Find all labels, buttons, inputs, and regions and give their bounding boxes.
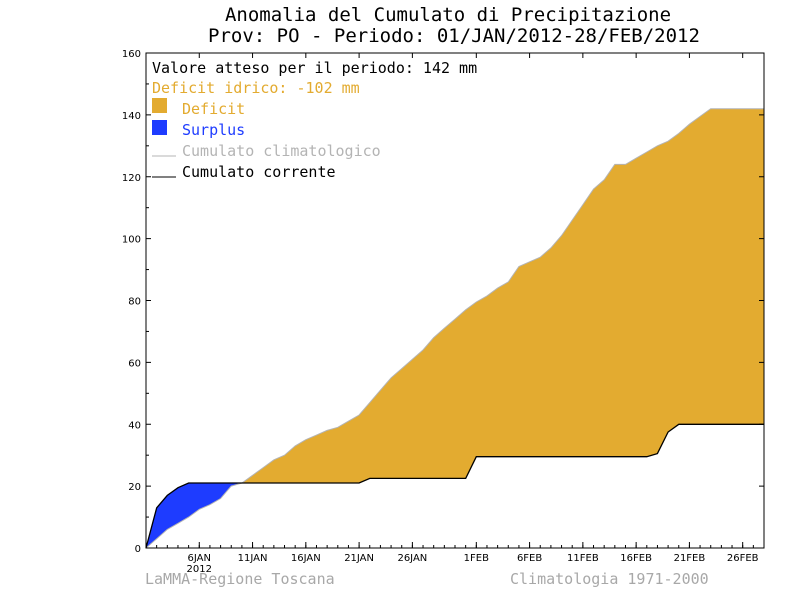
y-tick-label: 0 — [135, 544, 141, 555]
surplus-region-0 — [146, 483, 242, 548]
x-year-label: 2012 — [187, 564, 212, 575]
climatological-cumulative-line — [145, 108, 764, 549]
legend-current-label: Cumulato corrente — [182, 163, 336, 181]
y-tick-label: 160 — [122, 49, 141, 60]
y-tick-label: 100 — [122, 235, 141, 246]
y-tick-label: 120 — [122, 173, 141, 184]
x-tick-label: 6JAN — [188, 553, 211, 564]
x-tick-label: 11JAN — [238, 553, 268, 564]
y-tick-label: 40 — [128, 420, 141, 431]
x-tick-label: 26JAN — [397, 553, 427, 564]
legend-deficit-swatch — [152, 98, 167, 113]
y-tick-label: 20 — [128, 482, 141, 493]
legend-climatological-label: Cumulato climatologico — [182, 142, 381, 160]
y-tick-label: 60 — [128, 358, 141, 369]
plot-area — [145, 108, 764, 549]
x-tick-label: 16FEB — [620, 553, 652, 564]
x-tick-label: 16JAN — [291, 553, 321, 564]
deficit-region-0 — [241, 108, 764, 483]
x-tick-label: 11FEB — [567, 553, 599, 564]
x-tick-label: 6FEB — [517, 553, 542, 564]
x-tick-label: 1FEB — [464, 553, 489, 564]
y-tick-label: 80 — [128, 297, 141, 308]
legend-deficit-label: Deficit — [182, 100, 245, 118]
footer-credit: LaMMA-Regione Toscana — [145, 570, 335, 588]
axes: 0 20 40 60 80 100 120 140 160 6JAN 11JAN 16JAN 21JAN… — [122, 49, 765, 575]
legend: Valore atteso per il periodo: 142 mm Def… — [152, 59, 477, 181]
x-tick-label: 21JAN — [344, 553, 374, 564]
legend-surplus-swatch — [152, 120, 167, 135]
footer-climatology: Climatologia 1971-2000 — [510, 570, 709, 588]
legend-surplus-label: Surplus — [182, 121, 245, 139]
chart-subtitle: Prov: PO - Periodo: 01/JAN/2012-28/FEB/2… — [208, 25, 700, 47]
legend-expected-value: Valore atteso per il periodo: 142 mm — [152, 59, 477, 77]
x-tick-label: 21FEB — [674, 553, 706, 564]
y-tick-label: 140 — [122, 111, 141, 122]
chart-title: Anomalia del Cumulato di Precipitazione — [225, 4, 671, 26]
current-cumulative-line — [145, 423, 764, 549]
legend-deficit-total: Deficit idrico: -102 mm — [152, 79, 360, 97]
x-tick-label: 26FEB — [727, 553, 759, 564]
